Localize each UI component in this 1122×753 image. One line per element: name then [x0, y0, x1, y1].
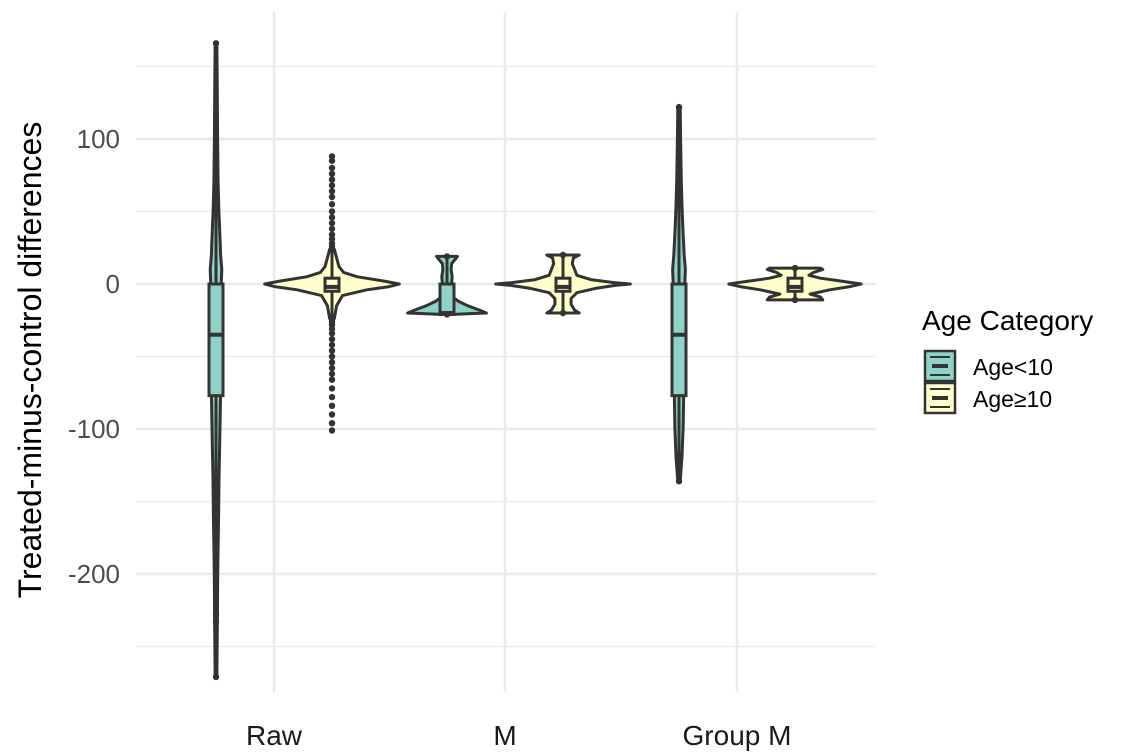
- outlier-point: [328, 364, 336, 372]
- outlier-point: [328, 214, 336, 221]
- outlier-point: [675, 478, 683, 485]
- outlier-point: [212, 618, 220, 626]
- legend-label: Age≥10: [973, 386, 1052, 412]
- legend-title: Age Category: [922, 305, 1093, 336]
- legend-key: [923, 349, 957, 383]
- outlier-point: [443, 311, 451, 318]
- outlier-point: [328, 376, 336, 383]
- x-tick-label: Group M: [683, 720, 792, 751]
- outlier-point: [212, 673, 220, 681]
- x-tick-label: M: [493, 720, 516, 751]
- outlier-point: [212, 575, 220, 582]
- outlier-point: [328, 427, 336, 434]
- outlier-point: [328, 208, 336, 215]
- x-tick-labels: Raw M Group M: [246, 720, 791, 751]
- outlier-point: [212, 567, 220, 575]
- box: [554, 276, 572, 293]
- outlier-point: [212, 611, 220, 618]
- outlier-point: [328, 225, 336, 233]
- outlier-point: [328, 402, 336, 409]
- y-tick-labels: 100 0 -100 -200: [68, 124, 120, 589]
- y-tick-label: -200: [68, 559, 120, 589]
- outlier-point: [328, 347, 336, 354]
- outlier-point: [791, 264, 799, 272]
- box: [438, 282, 456, 316]
- outlier-point: [328, 201, 336, 208]
- outlier-point: [791, 296, 799, 304]
- outlier-point: [328, 246, 336, 253]
- legend: Age Category Age<10 Age≥10: [922, 305, 1093, 415]
- y-tick-label: 100: [77, 124, 120, 154]
- outlier-point: [328, 335, 336, 343]
- outlier-point: [559, 309, 567, 317]
- outlier-point: [328, 170, 336, 177]
- outlier-point: [328, 315, 336, 322]
- outlier-point: [212, 40, 220, 47]
- x-tick-label: Raw: [246, 720, 303, 751]
- outlier-point: [328, 370, 336, 378]
- outlier-point: [328, 182, 336, 189]
- outlier-point: [328, 153, 336, 160]
- box: [786, 276, 804, 293]
- box: [207, 282, 225, 398]
- outlier-point: [675, 103, 683, 111]
- legend-label: Age<10: [973, 354, 1053, 380]
- box: [323, 276, 341, 293]
- grid-lines: [136, 12, 876, 692]
- legend-key: [923, 381, 957, 415]
- outlier-point: [328, 341, 336, 349]
- outlier-point: [328, 231, 336, 238]
- outlier-point: [328, 164, 336, 172]
- outlier-point: [328, 385, 336, 392]
- outlier-point: [328, 393, 336, 401]
- outlier-point: [443, 253, 451, 260]
- y-tick-label: 0: [106, 269, 120, 299]
- y-tick-label: -100: [68, 414, 120, 444]
- outlier-point: [328, 188, 336, 195]
- violin-layer: [207, 40, 863, 681]
- y-axis-title: Treated-minus-control differences: [12, 122, 48, 599]
- outlier-point: [328, 193, 336, 201]
- box: [670, 282, 688, 398]
- outlier-point: [328, 353, 336, 360]
- outlier-point: [328, 420, 336, 427]
- outlier-point: [328, 359, 336, 366]
- outlier-point: [328, 411, 336, 418]
- outlier-point: [328, 219, 336, 227]
- outlier-point: [328, 176, 336, 183]
- outlier-point: [559, 251, 567, 259]
